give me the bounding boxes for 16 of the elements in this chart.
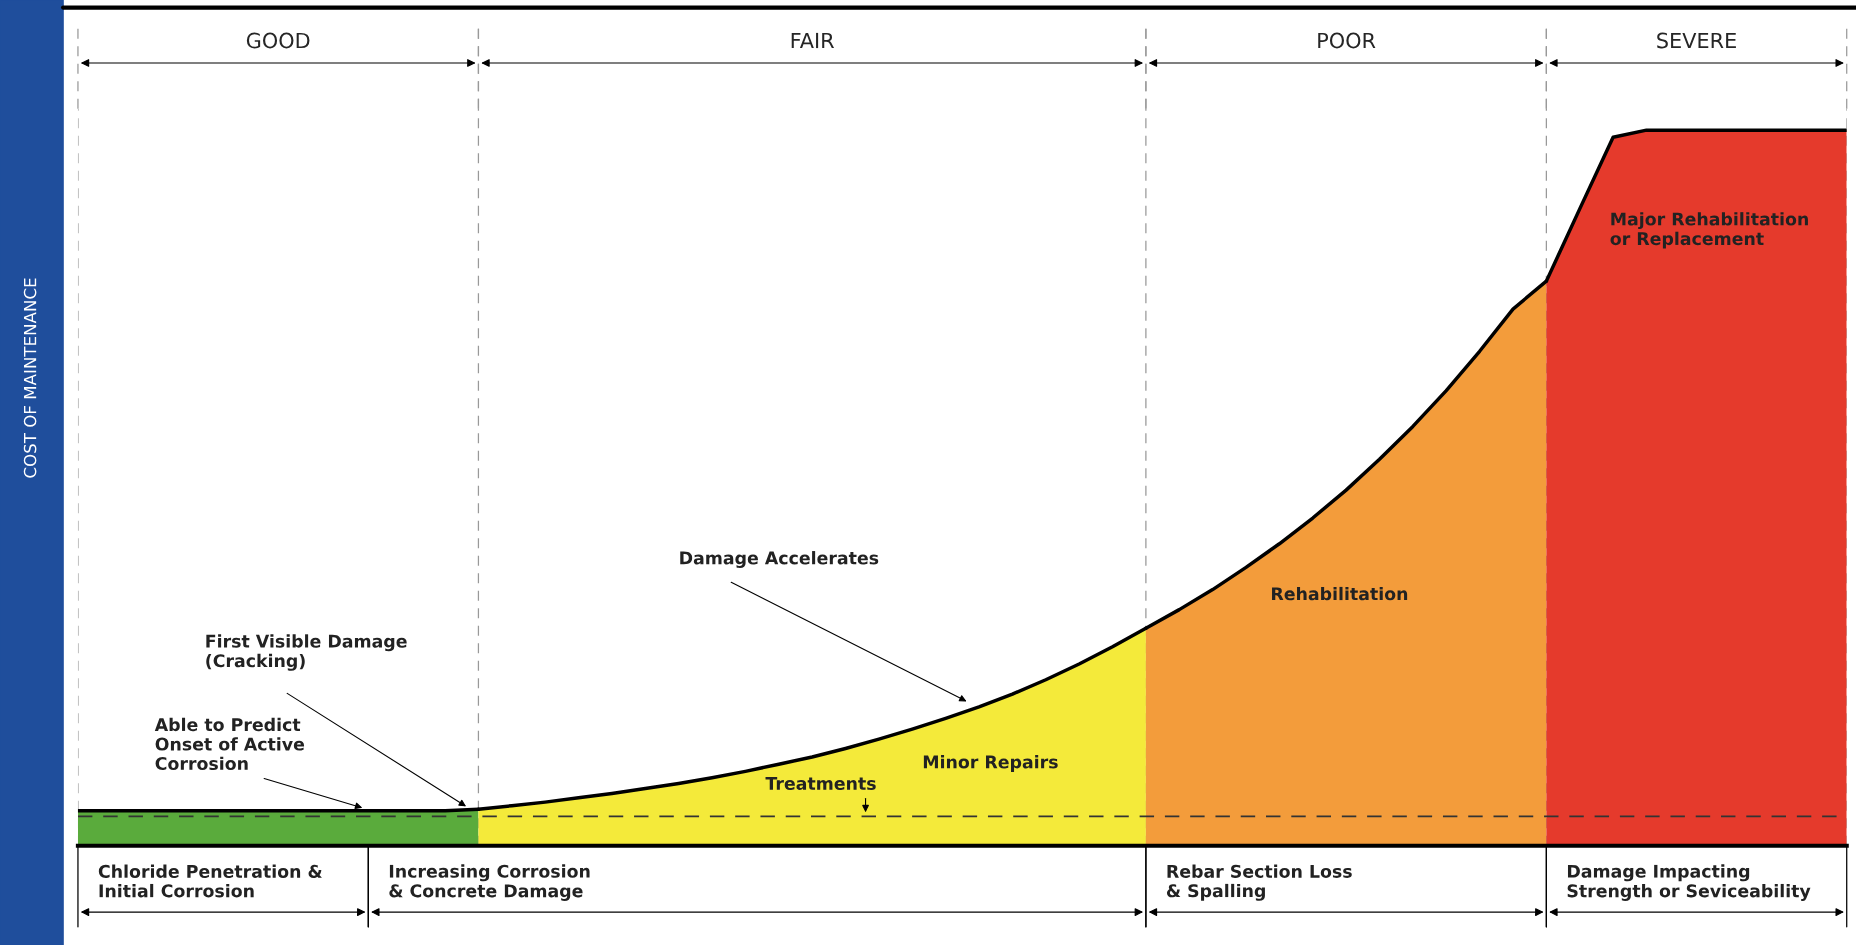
text: FAIR [791,32,835,49]
text: SEVERE [1657,32,1736,49]
text: Rebar Section Loss & Spalling [1166,864,1352,901]
text: Increasing Corrosion & Concrete Damage [389,864,590,901]
annotation: Damage Accelerates [680,551,879,568]
annotation: Rehabilitation [1272,586,1408,601]
annotation: Treatments [765,777,876,790]
annotation: Minor Repairs [923,755,1058,772]
text: GOOD [246,32,310,49]
annotation: Major Rehabilitation or Replacement [1610,212,1808,249]
annotation: First Visible Damage (Cracking) [206,634,407,671]
text: Damage Impacting Strength or Seviceability [1567,864,1811,901]
text: Chloride Penetration & Initial Corrosion [98,864,322,898]
annotation: Able to Predict Onset of Active Corrosion [154,717,305,771]
y-axis-title: COST OF MAINTENANCE [23,278,37,478]
text: POOR [1318,32,1376,49]
